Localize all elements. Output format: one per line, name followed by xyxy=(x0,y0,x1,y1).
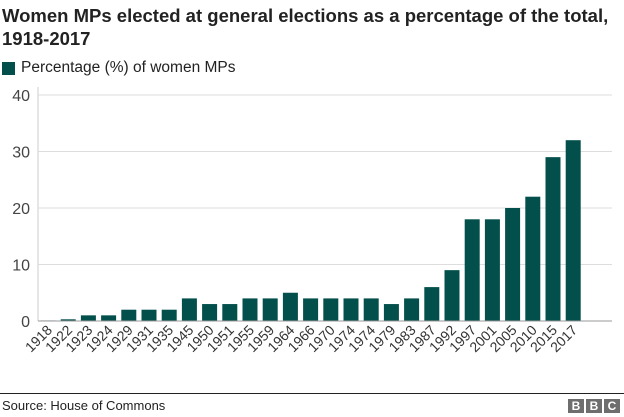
bar xyxy=(545,157,561,321)
legend-swatch xyxy=(2,61,15,75)
bar xyxy=(141,309,157,321)
bar xyxy=(383,304,399,321)
bar xyxy=(101,315,117,321)
y-tick-label: 20 xyxy=(12,201,30,218)
y-tick-label: 10 xyxy=(12,258,30,275)
chart-title: Women MPs elected at general elections a… xyxy=(2,5,609,49)
bar xyxy=(242,298,258,321)
bar xyxy=(343,298,359,321)
bar xyxy=(161,309,177,321)
bar xyxy=(80,315,96,321)
bar xyxy=(404,298,420,321)
bar xyxy=(424,287,440,321)
logo-letter: C xyxy=(604,399,620,413)
logo-letter: B xyxy=(568,399,584,413)
logo-letter: B xyxy=(586,399,602,413)
bar xyxy=(181,298,197,321)
bar xyxy=(444,270,460,321)
bar xyxy=(323,298,339,321)
bar xyxy=(60,319,76,321)
y-tick-label: 40 xyxy=(12,88,30,105)
bbc-logo: B B C xyxy=(568,399,620,413)
bar xyxy=(282,292,298,321)
bar xyxy=(121,309,137,321)
bar xyxy=(464,219,480,321)
bar xyxy=(303,298,319,321)
source-note: Source: House of Commons xyxy=(2,398,166,413)
y-tick-label: 30 xyxy=(12,145,30,162)
bar xyxy=(262,298,278,321)
y-tick-label: 0 xyxy=(21,314,30,331)
bar xyxy=(505,208,521,321)
bar xyxy=(222,304,238,321)
bar xyxy=(484,219,500,321)
bar-chart: 0102030401918192219231924192919311935194… xyxy=(12,87,612,355)
bar xyxy=(363,298,379,321)
bar xyxy=(525,196,541,321)
legend: Percentage (%) of women MPs xyxy=(2,59,236,77)
bar xyxy=(202,304,218,321)
legend-label: Percentage (%) of women MPs xyxy=(21,59,236,76)
footer-divider xyxy=(0,393,624,394)
bar xyxy=(565,140,581,321)
